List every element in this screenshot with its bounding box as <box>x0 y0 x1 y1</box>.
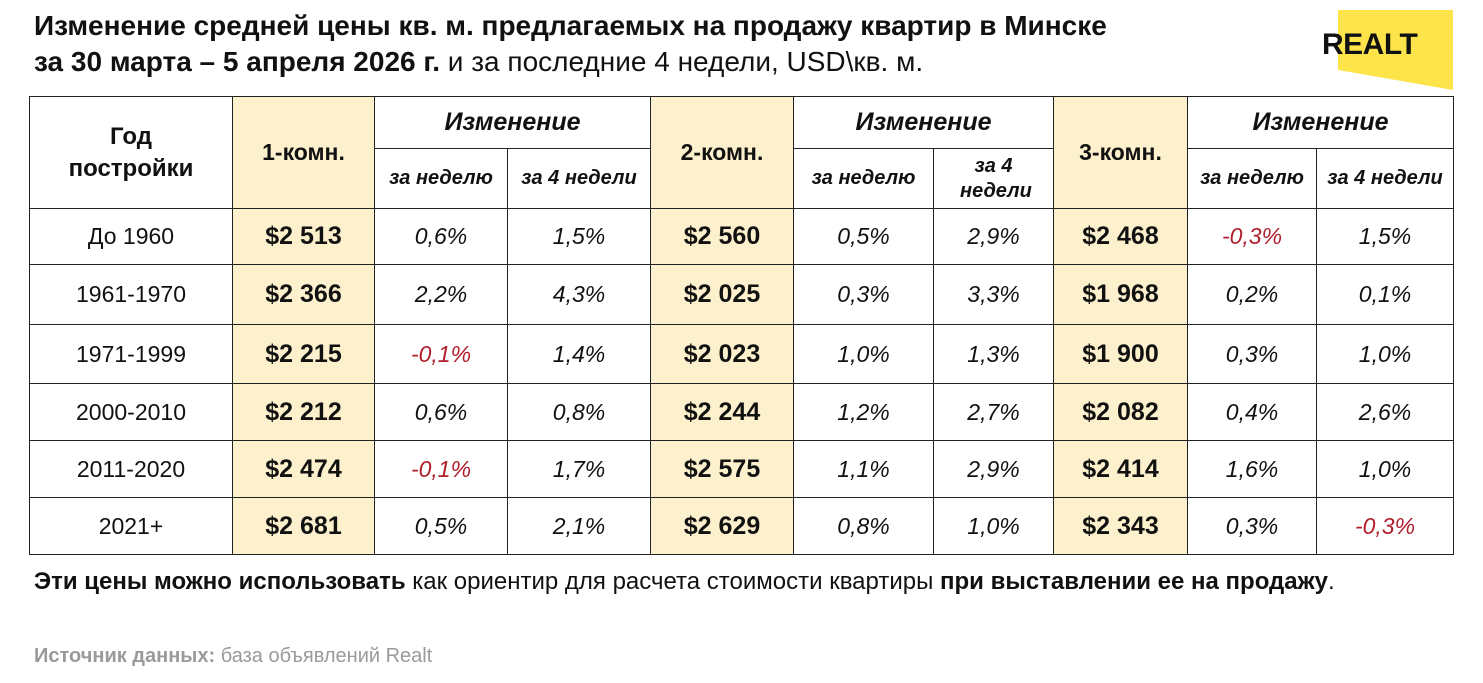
price-cell: $2 468 <box>1053 208 1188 265</box>
note-text-2: . <box>1327 568 1335 595</box>
change-cell: 0,2% <box>1187 264 1317 325</box>
sub-week-1: за неделю <box>374 148 508 209</box>
change-cell: 0,3% <box>1187 324 1317 384</box>
sub-week-3: за неделю <box>1187 148 1317 209</box>
change-cell: 2,2% <box>374 264 508 325</box>
data-source: Источник данных: база объявлений Realt <box>34 645 432 668</box>
change-cell: 1,1% <box>793 440 934 498</box>
table-row: 2021+ $2 681 0,5% 2,1% $2 629 0,8% 1,0% $2 343 0… <box>29 497 1454 555</box>
change-cell: 1,7% <box>507 440 651 498</box>
change-cell: 1,5% <box>507 208 651 265</box>
note-bold-1: Эти цены можно использовать <box>34 568 406 595</box>
sub-4weeks-2: за 4 недели <box>933 148 1054 209</box>
change-header-1: Изменение <box>374 96 651 149</box>
change-cell: 0,5% <box>793 208 934 265</box>
note-bold-2: при выставлении ее на продажу <box>940 568 1328 595</box>
svg-text:REALT: REALT <box>1322 28 1417 61</box>
change-cell: 0,8% <box>507 383 651 441</box>
change-cell: 1,0% <box>1316 324 1454 384</box>
year-cell: 2000-2010 <box>29 383 233 441</box>
title-units: и за последние 4 недели, USD\кв. м. <box>440 46 924 77</box>
note-text-1: как ориентир для расчета стоимости кварт… <box>405 568 940 595</box>
year-cell: До 1960 <box>29 208 233 265</box>
source-label: Источник данных: <box>34 645 216 667</box>
sub-4weeks-1: за 4 недели <box>507 148 651 209</box>
table-row: 2000-2010 $2 212 0,6% 0,8% $2 244 1,2% 2,7% $2 … <box>29 383 1454 441</box>
room-2-header: 2-комн. <box>650 96 794 209</box>
change-header-3: Изменение <box>1187 96 1454 149</box>
change-cell: 1,0% <box>1316 440 1454 498</box>
change-cell: -0,1% <box>374 440 508 498</box>
change-header-2: Изменение <box>793 96 1054 149</box>
year-cell: 2011-2020 <box>29 440 233 498</box>
price-cell: $2 414 <box>1053 440 1188 498</box>
change-cell: 2,6% <box>1316 383 1454 441</box>
change-cell: 0,8% <box>793 497 934 555</box>
year-cell: 1961-1970 <box>29 264 233 325</box>
price-cell: $1 968 <box>1053 264 1188 325</box>
change-cell: 1,3% <box>933 324 1054 384</box>
change-cell: 3,3% <box>933 264 1054 325</box>
change-cell: 0,3% <box>1187 497 1317 555</box>
price-cell: $2 474 <box>232 440 375 498</box>
price-cell: $2 215 <box>232 324 375 384</box>
source-text: база объявлений Realt <box>215 645 433 667</box>
price-cell: $2 244 <box>650 383 794 441</box>
change-cell: 2,1% <box>507 497 651 555</box>
price-cell: $1 900 <box>1053 324 1188 384</box>
change-cell: 4,3% <box>507 264 651 325</box>
year-header: Год постройки <box>29 96 233 209</box>
room-1-header: 1-комн. <box>232 96 375 209</box>
title-line-1: Изменение средней цены кв. м. предлагаем… <box>34 10 1107 41</box>
table-row: 1971-1999 $2 215 -0,1% 1,4% $2 023 1,0% 1,3% $1… <box>29 324 1454 384</box>
change-cell: -0,3% <box>1187 208 1317 265</box>
change-cell: 0,4% <box>1187 383 1317 441</box>
table-row: До 1960 $2 513 0,6% 1,5% $2 560 0,5% 2,9% $2 46… <box>29 208 1454 265</box>
price-cell: $2 023 <box>650 324 794 384</box>
price-cell: $2 025 <box>650 264 794 325</box>
price-cell: $2 575 <box>650 440 794 498</box>
change-cell: 0,5% <box>374 497 508 555</box>
change-cell: 1,5% <box>1316 208 1454 265</box>
change-cell: 1,4% <box>507 324 651 384</box>
year-cell: 1971-1999 <box>29 324 233 384</box>
sub-week-2: за неделю <box>793 148 934 209</box>
sub-4weeks-3: за 4 недели <box>1316 148 1454 209</box>
change-cell: 2,9% <box>933 208 1054 265</box>
price-cell: $2 513 <box>232 208 375 265</box>
price-cell: $2 560 <box>650 208 794 265</box>
change-cell: 0,6% <box>374 208 508 265</box>
price-cell: $2 343 <box>1053 497 1188 555</box>
change-cell: 1,2% <box>793 383 934 441</box>
change-cell: 1,0% <box>793 324 934 384</box>
change-cell: 1,0% <box>933 497 1054 555</box>
price-cell: $2 082 <box>1053 383 1188 441</box>
change-cell: 0,6% <box>374 383 508 441</box>
table-row: 1961-1970 $2 366 2,2% 4,3% $2 025 0,3% 3,3% $1 … <box>29 264 1454 325</box>
price-cell: $2 681 <box>232 497 375 555</box>
change-cell: 1,6% <box>1187 440 1317 498</box>
page-title: Изменение средней цены кв. м. предлагаем… <box>34 8 1107 80</box>
realt-logo: REALT <box>1322 10 1453 90</box>
title-line-2: за 30 марта – 5 апреля 2026 г. и за посл… <box>34 44 1107 80</box>
change-cell: 0,3% <box>793 264 934 325</box>
price-cell: $2 629 <box>650 497 794 555</box>
change-cell: 2,7% <box>933 383 1054 441</box>
table-row: 2011-2020 $2 474 -0,1% 1,7% $2 575 1,1% 2,9% $2… <box>29 440 1454 498</box>
year-cell: 2021+ <box>29 497 233 555</box>
price-table: Год постройки 1-комн. Изменение 2-комн. … <box>29 96 1454 555</box>
change-cell: 2,9% <box>933 440 1054 498</box>
price-cell: $2 366 <box>232 264 375 325</box>
title-date-range: за 30 марта – 5 апреля 2026 г. <box>34 46 441 77</box>
usage-note: Эти цены можно использовать как ориентир… <box>34 566 1434 598</box>
change-cell: 0,1% <box>1316 264 1454 325</box>
price-cell: $2 212 <box>232 383 375 441</box>
room-3-header: 3-комн. <box>1053 96 1188 209</box>
change-cell: -0,3% <box>1316 497 1454 555</box>
change-cell: -0,1% <box>374 324 508 384</box>
